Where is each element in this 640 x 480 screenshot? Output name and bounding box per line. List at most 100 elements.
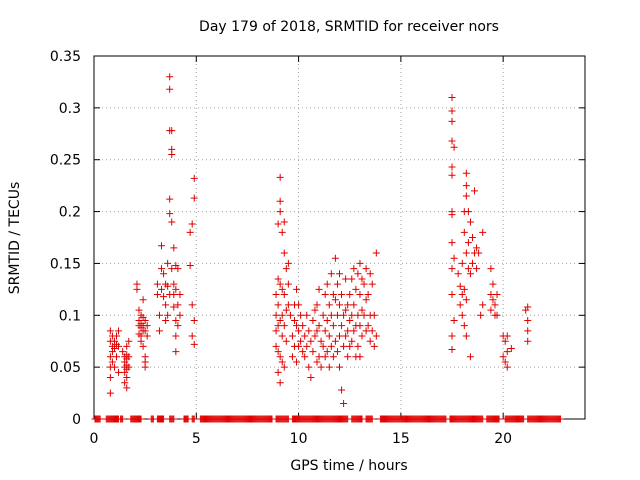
data-point <box>276 280 284 288</box>
data-point <box>158 285 166 293</box>
data-point <box>370 311 378 319</box>
zero-data-point <box>119 415 127 423</box>
data-point <box>272 311 280 319</box>
data-point <box>448 265 456 273</box>
data-point <box>125 353 133 361</box>
data-point <box>360 280 368 288</box>
data-point <box>450 254 458 262</box>
data-point <box>448 117 456 125</box>
data-point <box>110 363 118 371</box>
data-point <box>299 322 307 330</box>
data-point <box>135 306 143 314</box>
data-point <box>524 303 532 311</box>
data-point <box>366 270 374 278</box>
data-point <box>448 137 456 145</box>
data-point <box>333 348 341 356</box>
data-point <box>448 346 456 354</box>
data-point <box>123 384 131 392</box>
data-point <box>507 344 515 352</box>
data-point <box>473 265 481 273</box>
data-point <box>282 265 290 273</box>
data-point <box>186 228 194 236</box>
data-point <box>364 322 372 330</box>
data-point <box>280 291 288 299</box>
data-point <box>348 311 356 319</box>
data-point <box>325 301 333 309</box>
data-point <box>108 358 116 366</box>
data-point <box>460 285 468 293</box>
data-point <box>307 337 315 345</box>
data-point <box>464 265 472 273</box>
data-point <box>329 322 337 330</box>
data-point <box>301 332 309 340</box>
data-point <box>113 332 121 340</box>
data-point <box>190 194 198 202</box>
data-point <box>162 316 170 324</box>
data-point <box>491 301 499 309</box>
data-point <box>106 389 114 397</box>
data-point <box>315 285 323 293</box>
data-point <box>356 353 364 361</box>
data-point <box>143 332 151 340</box>
data-points <box>91 73 564 423</box>
data-point <box>448 93 456 101</box>
y-tick-label: 0.05 <box>50 360 81 376</box>
zero-data-point <box>160 415 168 423</box>
data-point <box>190 340 198 348</box>
data-point <box>168 218 176 226</box>
data-point <box>295 327 303 335</box>
y-tick-label: 0 <box>72 412 81 428</box>
data-point <box>313 327 321 335</box>
data-point <box>354 342 362 350</box>
data-point <box>168 127 176 135</box>
data-point <box>290 316 298 324</box>
data-point <box>352 285 360 293</box>
data-point <box>272 327 280 335</box>
data-point <box>372 332 380 340</box>
data-point <box>501 337 509 345</box>
data-point <box>274 322 282 330</box>
data-point <box>487 306 495 314</box>
data-point <box>338 291 346 299</box>
data-point <box>311 332 319 340</box>
data-point <box>168 151 176 159</box>
data-point <box>166 85 174 93</box>
data-point <box>487 265 495 273</box>
data-point <box>489 280 497 288</box>
data-point <box>309 316 317 324</box>
data-point <box>448 291 456 299</box>
x-tick-label: 5 <box>192 431 201 447</box>
x-tick-label: 15 <box>392 431 410 447</box>
data-point <box>278 332 286 340</box>
data-point <box>319 311 327 319</box>
data-point <box>106 353 114 361</box>
data-point <box>317 363 325 371</box>
data-point <box>448 171 456 179</box>
data-point <box>331 254 339 262</box>
x-tick-label: 0 <box>90 431 99 447</box>
data-point <box>106 327 114 335</box>
data-point <box>458 291 466 299</box>
data-point <box>503 363 511 371</box>
grid <box>94 56 585 419</box>
data-point <box>456 301 464 309</box>
data-point <box>272 342 280 350</box>
data-point <box>274 348 282 356</box>
data-point <box>329 353 337 361</box>
data-point <box>462 296 470 304</box>
data-point <box>364 291 372 299</box>
data-point <box>110 344 118 352</box>
y-tick-label: 0.25 <box>50 153 81 169</box>
data-point <box>468 259 476 267</box>
data-point <box>162 301 170 309</box>
data-point <box>323 280 331 288</box>
data-point <box>336 301 343 309</box>
data-point <box>321 291 329 299</box>
data-point <box>280 218 288 226</box>
data-point <box>479 301 487 309</box>
data-point <box>139 342 147 350</box>
chart-title: Day 179 of 2018, SRMTID for receiver nor… <box>199 19 499 35</box>
data-point <box>288 332 296 340</box>
data-point <box>311 306 319 314</box>
